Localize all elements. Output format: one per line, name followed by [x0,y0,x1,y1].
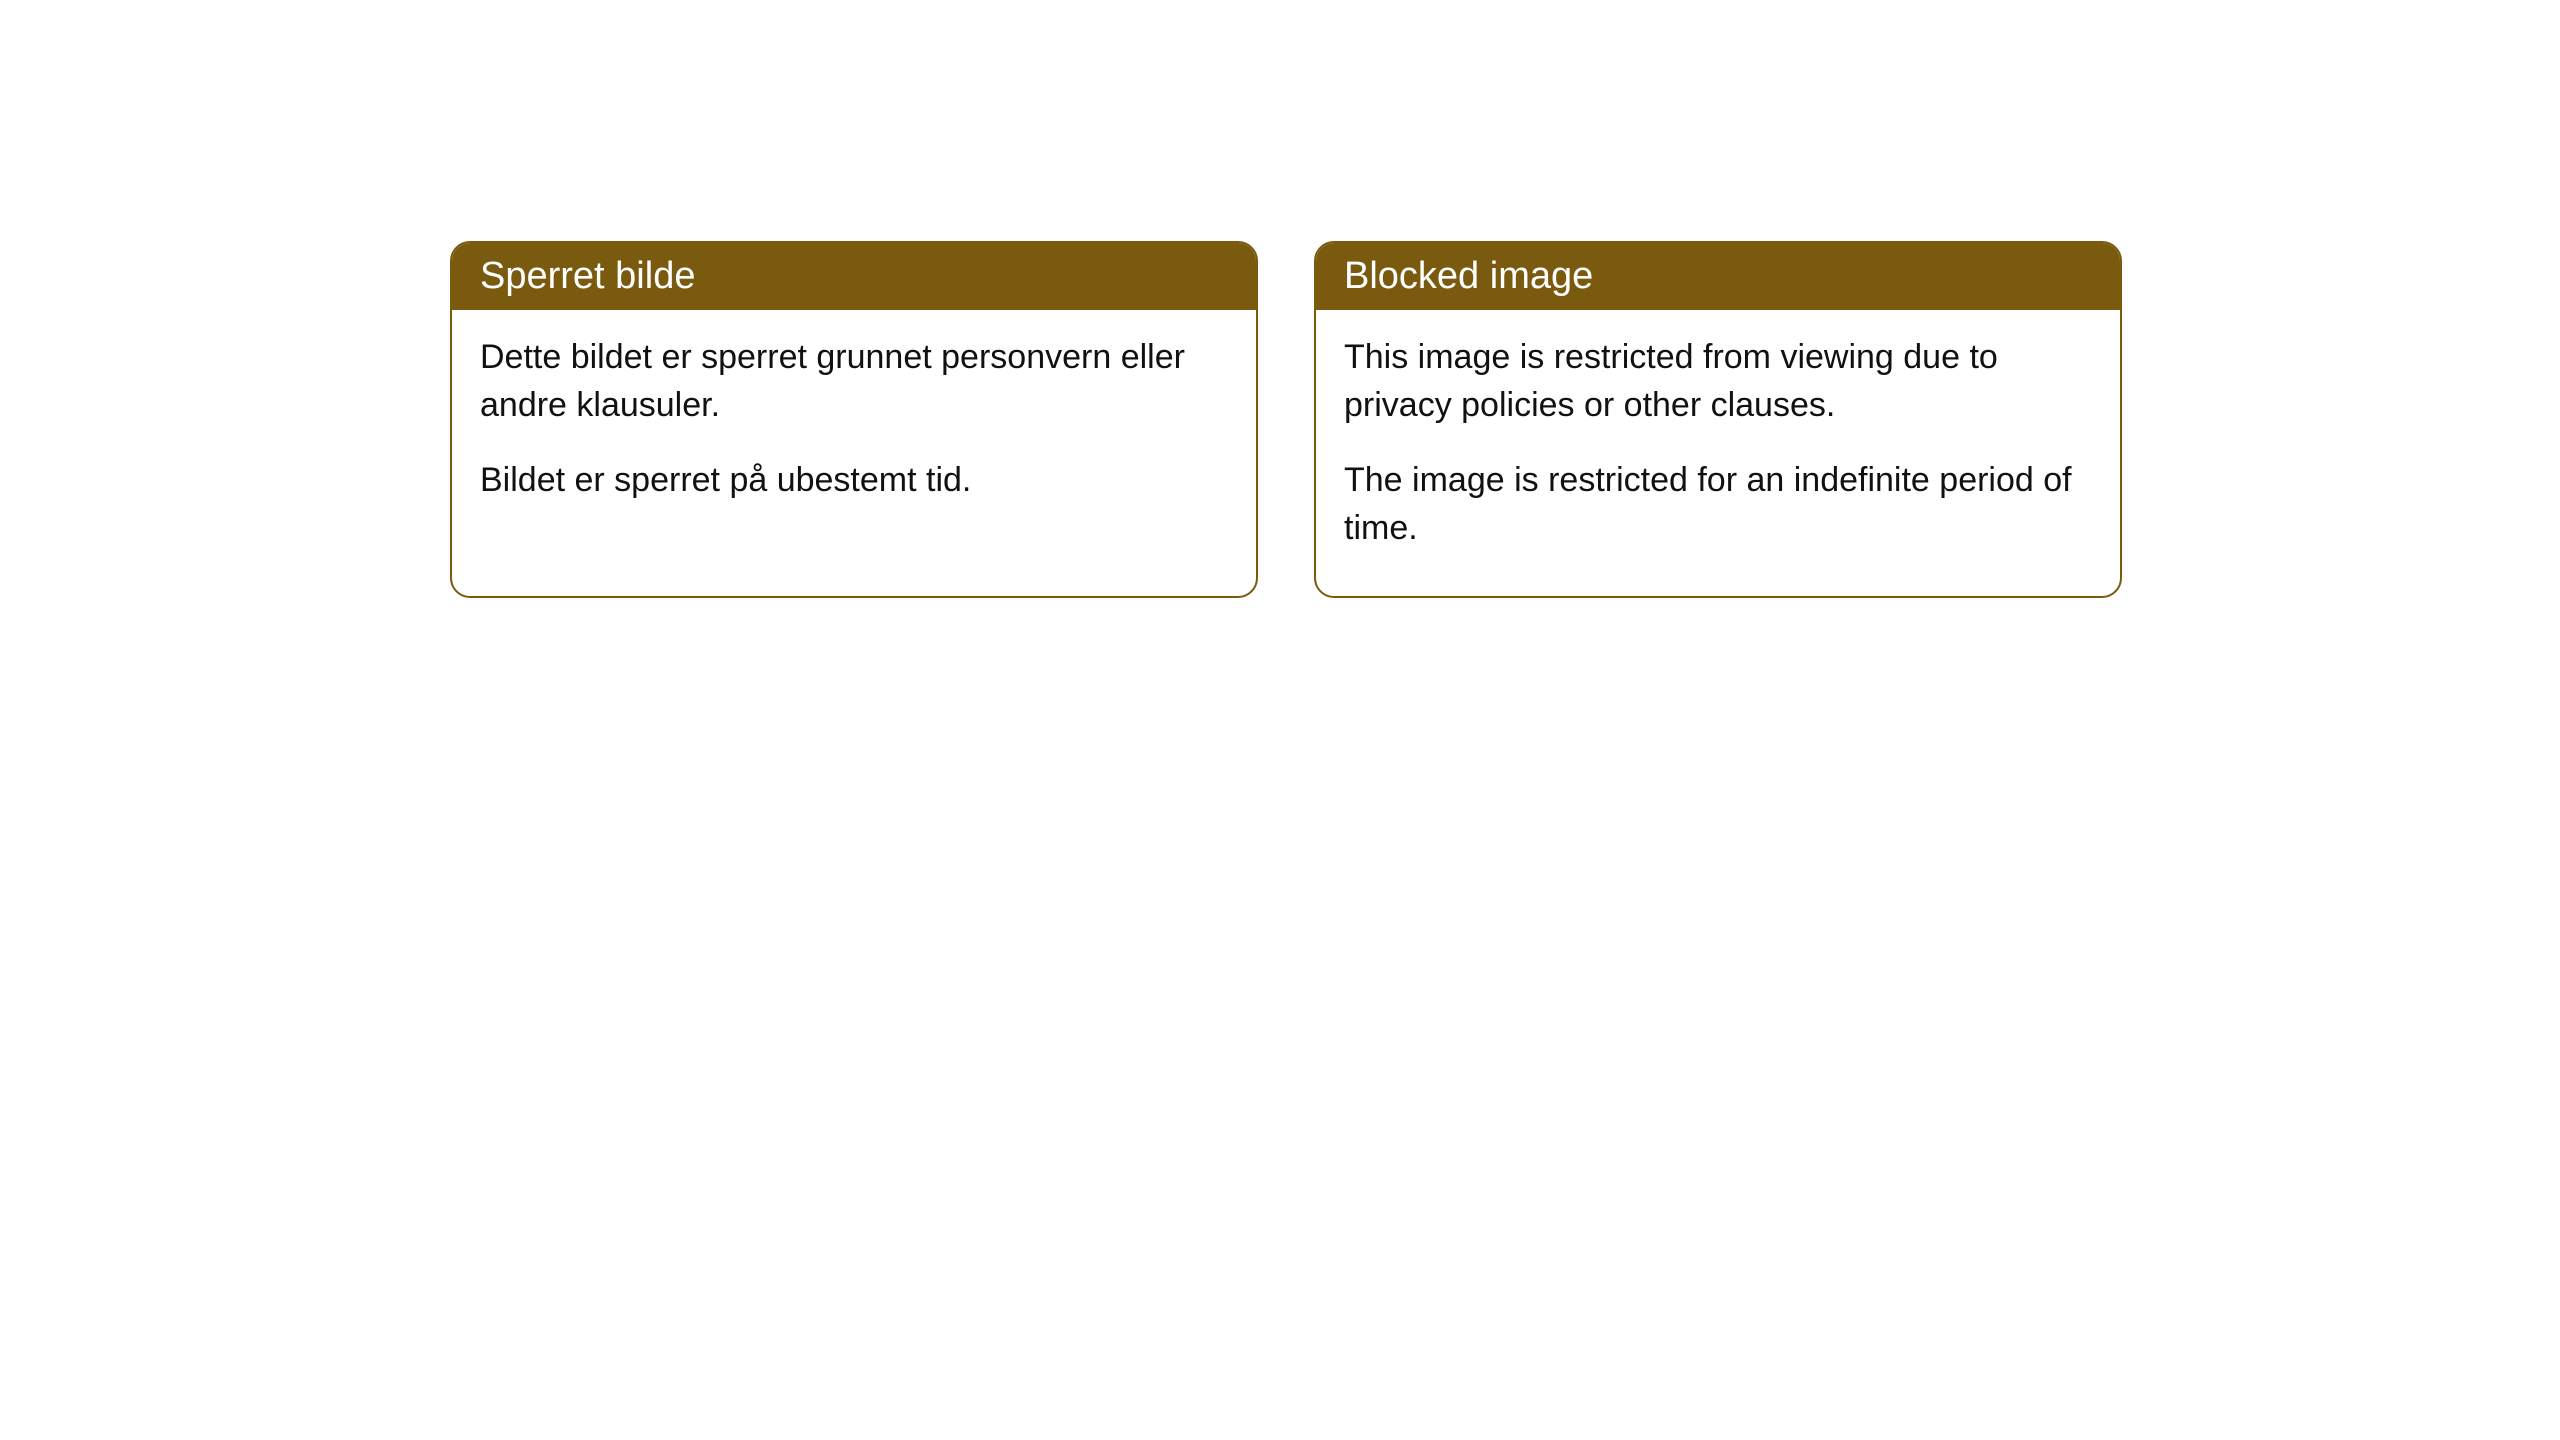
notice-card-norwegian: Sperret bilde Dette bildet er sperret gr… [450,241,1258,598]
card-paragraph: This image is restricted from viewing du… [1344,334,2092,429]
notice-card-english: Blocked image This image is restricted f… [1314,241,2122,598]
card-body: Dette bildet er sperret grunnet personve… [452,310,1256,549]
card-title: Blocked image [1344,255,1593,297]
card-header: Sperret bilde [452,243,1256,310]
card-paragraph: The image is restricted for an indefinit… [1344,457,2092,552]
card-header: Blocked image [1316,243,2120,310]
notice-cards-container: Sperret bilde Dette bildet er sperret gr… [450,241,2122,598]
card-paragraph: Bildet er sperret på ubestemt tid. [480,457,1228,505]
card-paragraph: Dette bildet er sperret grunnet personve… [480,334,1228,429]
card-title: Sperret bilde [480,255,695,297]
card-body: This image is restricted from viewing du… [1316,310,2120,596]
